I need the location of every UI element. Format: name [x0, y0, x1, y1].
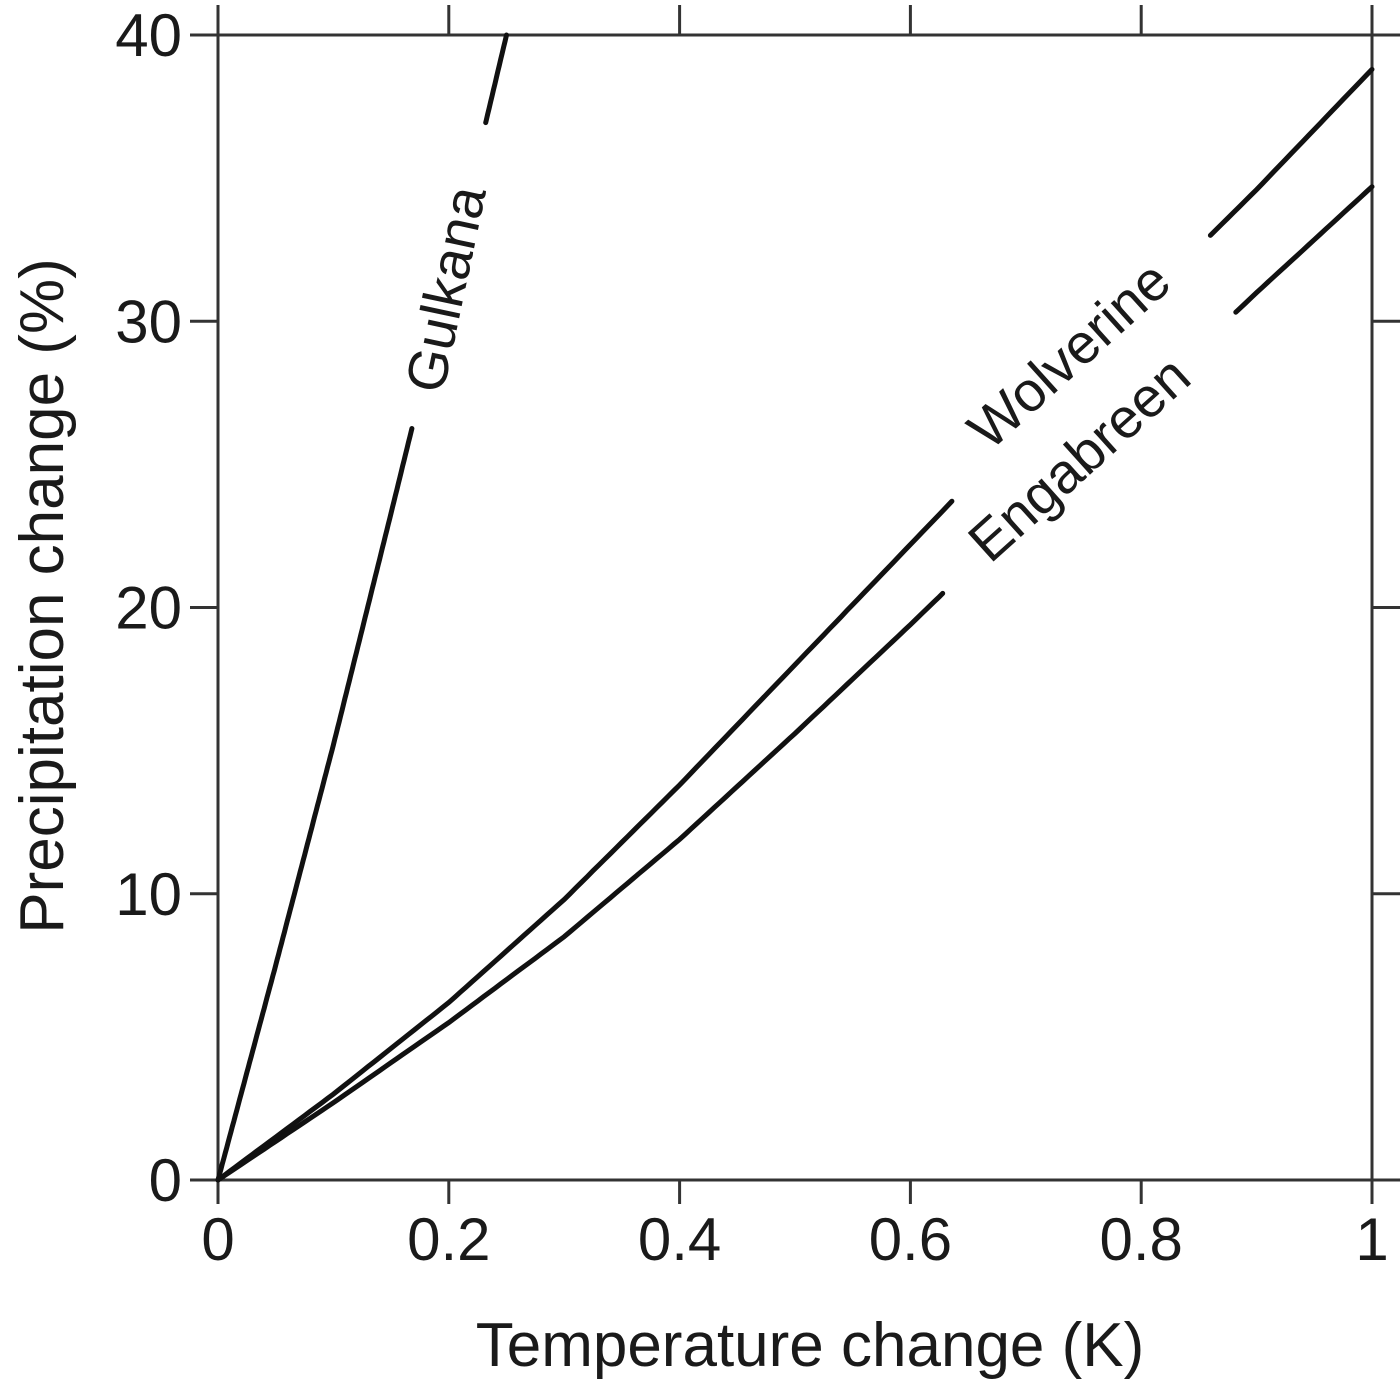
y-tick-label: 30: [115, 288, 182, 355]
y-tick-label: 20: [115, 575, 182, 642]
x-tick-label: 0: [201, 1206, 234, 1273]
x-tick-label: 0.4: [638, 1206, 721, 1273]
x-tick-label: 1: [1355, 1206, 1388, 1273]
y-axis-title: Precipitation change (%): [8, 258, 77, 933]
axes: [190, 5, 1400, 1204]
y-tick-label: 10: [115, 861, 182, 928]
wolverine-line-segment: [215, 498, 955, 1183]
gulkana-line-segment: [215, 426, 415, 1183]
x-tick-label: 0.2: [407, 1206, 490, 1273]
x-axis-title: Temperature change (K): [476, 1311, 1145, 1380]
y-tick-label: 0: [149, 1147, 182, 1214]
engabreen-line-segment: [1233, 184, 1375, 315]
x-tick-label: 0.6: [869, 1206, 952, 1273]
x-tick-label: 0.8: [1099, 1206, 1182, 1273]
gulkana-line-segment: [483, 32, 509, 126]
wolverine-line-segment: [1207, 66, 1375, 238]
engabreen-line-segment: [215, 590, 946, 1183]
series-lines: [215, 32, 1375, 1183]
gulkana-series-label: Gulkana: [393, 180, 498, 398]
y-tick-label: 40: [115, 2, 182, 69]
